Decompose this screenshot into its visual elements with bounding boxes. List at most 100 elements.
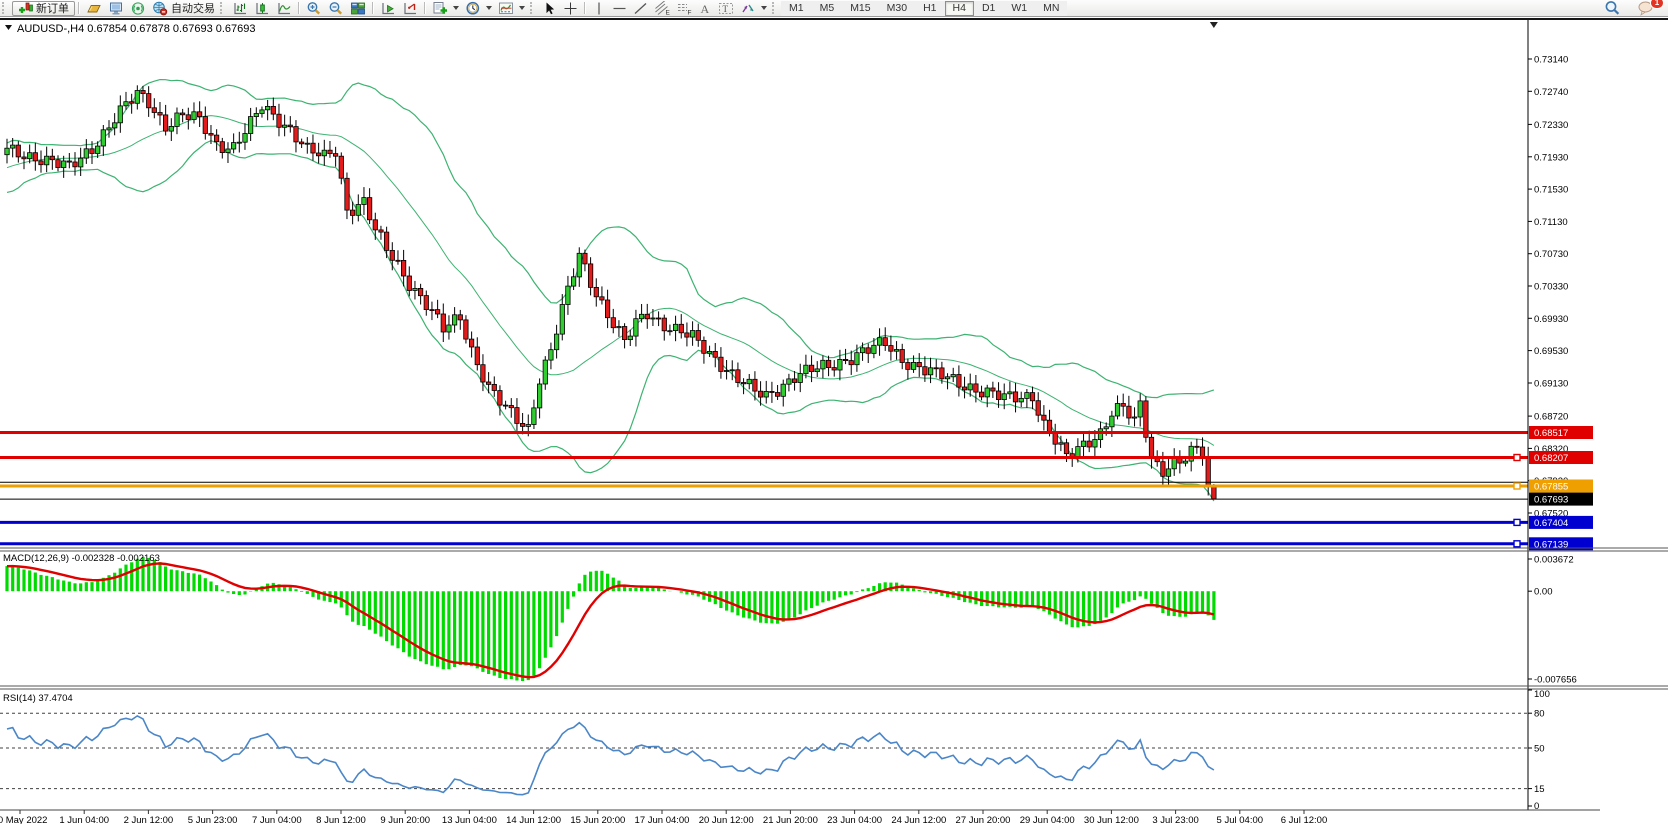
- svg-text:0.67404: 0.67404: [1534, 518, 1568, 529]
- bars-chart-icon: [234, 2, 246, 14]
- svg-text:0.68720: 0.68720: [1534, 412, 1568, 423]
- dropdown-caret: [519, 6, 525, 10]
- svg-text:20 Jun 12:00: 20 Jun 12:00: [699, 815, 754, 824]
- toolbar-separator: [424, 2, 426, 14]
- price-chart[interactable]: 0.73140 0.72740 0.72330 0.71930 0.71530 0.711…: [0, 20, 1668, 824]
- crosshair-icon: [564, 2, 577, 14]
- svg-text:0.70330: 0.70330: [1534, 282, 1568, 293]
- market-watch-button[interactable]: [83, 0, 105, 17]
- timeframe-W1[interactable]: W1: [1003, 0, 1036, 16]
- svg-text:15: 15: [1534, 784, 1545, 795]
- svg-text:2 Jun 12:00: 2 Jun 12:00: [124, 815, 174, 824]
- svg-text:0: 0: [1534, 801, 1539, 812]
- trendline-icon: [634, 2, 647, 14]
- timeframe-H1[interactable]: H1: [915, 0, 945, 16]
- cursor-button[interactable]: [539, 0, 560, 17]
- svg-text:MACD(12,26,9) -0.002328 -0.002: MACD(12,26,9) -0.002328 -0.002163: [3, 553, 160, 564]
- toolbar-grip[interactable]: [2, 2, 7, 14]
- timeframe-M5[interactable]: M5: [811, 0, 843, 16]
- toolbar-separator: [78, 2, 80, 14]
- svg-text:E: E: [666, 9, 671, 16]
- toolbar-grip[interactable]: [530, 2, 535, 14]
- toolbar-grip[interactable]: [772, 2, 777, 14]
- timeframe-H4[interactable]: H4: [944, 0, 974, 16]
- fibonacci-expansion-button[interactable]: F: [673, 0, 695, 17]
- svg-text:13 Jun 04:00: 13 Jun 04:00: [442, 815, 497, 824]
- auto-trading-button[interactable]: 自动交易: [149, 0, 218, 17]
- arrows-button[interactable]: [737, 0, 770, 17]
- svg-text:15 Jun 20:00: 15 Jun 20:00: [570, 815, 625, 824]
- window-edge: [0, 18, 1668, 20]
- svg-text:0.68320: 0.68320: [1534, 444, 1568, 455]
- line-chart-button[interactable]: [273, 0, 295, 17]
- cursor-icon: [546, 2, 555, 14]
- dropdown-caret: [453, 6, 459, 10]
- toolbar-separator: [372, 2, 374, 14]
- svg-text:6 Jul 12:00: 6 Jul 12:00: [1281, 815, 1327, 824]
- svg-text:0.69930: 0.69930: [1534, 314, 1568, 325]
- svg-text:7 Jun 04:00: 7 Jun 04:00: [252, 815, 302, 824]
- svg-text:0.73140: 0.73140: [1534, 55, 1568, 66]
- data-window-button[interactable]: [105, 0, 127, 17]
- new-order-button[interactable]: 新订单: [12, 0, 75, 16]
- zoom-out-button[interactable]: [325, 0, 347, 17]
- periods-button[interactable]: [462, 0, 495, 17]
- text-label-button[interactable]: T: [715, 0, 737, 17]
- text-label-icon: T: [719, 2, 733, 14]
- tile-windows-button[interactable]: [347, 0, 369, 17]
- bars-chart-button[interactable]: [229, 0, 251, 17]
- svg-text:0.67139: 0.67139: [1534, 539, 1568, 550]
- zoom-out-icon: [329, 1, 343, 14]
- market-watch-icon: [87, 4, 101, 12]
- arrows-icon: [742, 4, 754, 12]
- svg-text:-0.007656: -0.007656: [1534, 675, 1577, 686]
- notifications-wrap: 1: [1634, 0, 1664, 17]
- svg-text:24 Jun 12:00: 24 Jun 12:00: [891, 815, 946, 824]
- indicators-button[interactable]: [495, 0, 528, 17]
- timeframe-D1[interactable]: D1: [973, 0, 1004, 16]
- text-button[interactable]: A: [695, 0, 715, 17]
- toolbar-separator: [584, 2, 586, 14]
- svg-text:30 Jun 12:00: 30 Jun 12:00: [1084, 815, 1139, 824]
- svg-text:0.003672: 0.003672: [1534, 555, 1574, 566]
- timeframe-buttons: M1 M5 M15 M30 H1 H4 D1 W1 MN: [781, 0, 1068, 16]
- toolbar-grip[interactable]: [220, 2, 225, 14]
- zoom-in-button[interactable]: [303, 0, 325, 17]
- svg-text:100: 100: [1534, 689, 1550, 700]
- svg-text:9 Jun 20:00: 9 Jun 20:00: [380, 815, 430, 824]
- horizontal-line-button[interactable]: [609, 0, 630, 17]
- svg-text:0.70730: 0.70730: [1534, 249, 1568, 260]
- svg-text:8 Jun 12:00: 8 Jun 12:00: [316, 815, 366, 824]
- signals-button[interactable]: [127, 0, 149, 17]
- signal-icon: [131, 1, 145, 15]
- svg-text:0.67693: 0.67693: [1534, 495, 1568, 506]
- svg-text:0.67520: 0.67520: [1534, 509, 1568, 520]
- timeframe-M1[interactable]: M1: [781, 0, 812, 16]
- svg-text:0.68207: 0.68207: [1534, 453, 1568, 464]
- svg-text:17 Jun 04:00: 17 Jun 04:00: [635, 815, 690, 824]
- timeframe-M15[interactable]: M15: [842, 0, 879, 16]
- chart-shift-icon: [404, 2, 416, 14]
- crosshair-button[interactable]: [560, 0, 581, 17]
- globe-icon: [153, 1, 168, 15]
- svg-text:0.68517: 0.68517: [1534, 428, 1568, 439]
- main-toolbar: 新订单 自动交易: [0, 0, 1668, 17]
- svg-text:80: 80: [1534, 709, 1545, 720]
- text-icon: A: [701, 2, 710, 16]
- macd-pane: MACD(12,26,9) -0.002328 -0.002163 0.00367…: [3, 553, 1577, 686]
- search-button[interactable]: [1601, 0, 1624, 17]
- vertical-line-button[interactable]: [589, 0, 609, 17]
- svg-text:3 Jul 23:00: 3 Jul 23:00: [1152, 815, 1198, 824]
- svg-text:5 Jun 23:00: 5 Jun 23:00: [188, 815, 238, 824]
- chart-shift-button[interactable]: [399, 0, 421, 17]
- candlestick-chart-button[interactable]: [251, 0, 273, 17]
- svg-text:0.69530: 0.69530: [1534, 346, 1568, 357]
- periods-clock-icon: [466, 1, 480, 15]
- trendline-button[interactable]: [630, 0, 651, 17]
- new-chart-button[interactable]: [429, 0, 462, 17]
- auto-scroll-button[interactable]: [377, 0, 399, 17]
- horizontal-line-icon: [613, 7, 626, 9]
- timeframe-M30[interactable]: M30: [878, 0, 916, 16]
- timeframe-MN[interactable]: MN: [1035, 0, 1068, 16]
- fibonacci-button[interactable]: E: [651, 0, 673, 17]
